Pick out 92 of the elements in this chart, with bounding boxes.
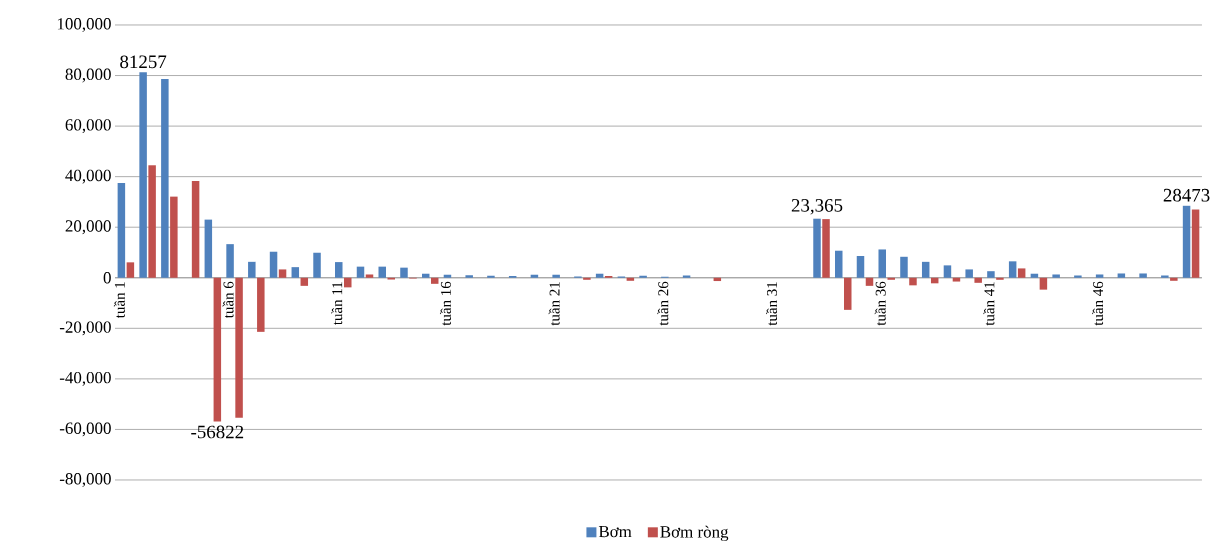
x-tick-label: tuần 36 <box>874 281 886 326</box>
x-tick-label: tuần 26 <box>657 281 669 326</box>
bar <box>900 256 908 278</box>
bar <box>465 275 473 278</box>
bar <box>378 266 386 278</box>
bar <box>583 277 591 280</box>
x-tick-label: tuần 6 <box>222 281 234 319</box>
data-label: 81257 <box>120 55 167 69</box>
bar <box>213 277 222 422</box>
data-label: 28473 <box>1163 188 1210 202</box>
bar <box>595 273 604 278</box>
bar <box>844 277 852 310</box>
bar <box>356 266 365 278</box>
bar <box>1052 274 1060 278</box>
bar <box>865 277 874 286</box>
bar <box>269 251 278 278</box>
y-tick-label: 40,000 <box>65 169 111 184</box>
bar <box>335 262 343 278</box>
bar <box>1117 273 1126 278</box>
bar <box>257 277 265 332</box>
bar <box>965 269 973 278</box>
y-tick-label: 100,000 <box>57 18 111 32</box>
x-tick-label: tuần 1 <box>113 282 125 319</box>
bar <box>226 244 234 278</box>
bar <box>835 250 843 278</box>
bar <box>148 165 156 278</box>
bar <box>1074 275 1082 278</box>
bar <box>639 275 647 278</box>
y-tick-label: 20,000 <box>65 220 111 235</box>
bar <box>921 261 930 278</box>
bar <box>291 267 300 278</box>
bar <box>235 277 243 418</box>
bar <box>170 196 178 278</box>
bar <box>421 273 430 278</box>
bar <box>300 277 309 286</box>
bar <box>530 274 539 278</box>
x-tick-label: tuần 41 <box>983 282 995 326</box>
bar <box>943 265 952 278</box>
bar <box>952 277 961 282</box>
bar <box>856 256 865 278</box>
bar <box>278 269 287 278</box>
y-tick-label: -20,000 <box>59 321 111 336</box>
bar <box>822 219 830 278</box>
bar <box>813 218 821 278</box>
bar <box>1182 205 1191 278</box>
bar <box>400 267 408 278</box>
bar <box>552 274 560 278</box>
bar <box>248 261 256 278</box>
bar <box>487 275 495 278</box>
bar <box>161 79 169 278</box>
y-tick-label: -60,000 <box>59 422 111 437</box>
bar <box>1017 268 1026 278</box>
bar <box>1191 209 1200 278</box>
bar <box>430 277 439 284</box>
bar <box>887 277 895 280</box>
bar <box>909 277 917 286</box>
bar <box>1030 273 1039 278</box>
x-tick-label: tuần 11 <box>331 282 343 325</box>
bar <box>313 252 321 278</box>
y-tick-label: 0 <box>103 272 111 284</box>
bar <box>987 271 995 278</box>
bar <box>1095 274 1104 278</box>
y-tick-label: 80,000 <box>65 68 111 83</box>
legend-label: Bơm <box>598 526 632 538</box>
bar <box>996 277 1004 280</box>
bar <box>1170 277 1178 281</box>
bar <box>365 274 374 278</box>
data-label: -56822 <box>191 425 244 439</box>
bar <box>878 249 886 278</box>
bar <box>1161 275 1169 278</box>
bar <box>1139 273 1147 278</box>
legend-label: Bơm ròng <box>660 525 729 542</box>
x-tick-label: tuần 31 <box>766 282 778 326</box>
bar <box>1039 277 1048 290</box>
y-tick-label: 60,000 <box>65 119 111 134</box>
bar <box>126 262 135 278</box>
bar <box>682 275 691 278</box>
data-label: 23,365 <box>791 199 843 215</box>
bar <box>1008 261 1017 278</box>
bar <box>626 277 635 281</box>
x-tick-label: tuần 46 <box>1092 281 1104 326</box>
bar <box>139 72 147 278</box>
bar <box>443 274 452 278</box>
bar <box>191 180 200 278</box>
y-tick-label: -40,000 <box>59 371 111 386</box>
bar <box>117 182 126 278</box>
y-tick-label: -80,000 <box>59 473 111 487</box>
x-tick-label: tuần 21 <box>548 282 560 326</box>
bar <box>344 277 352 288</box>
x-tick-label: tuần 16 <box>439 281 451 326</box>
bar <box>204 219 213 278</box>
bar <box>974 277 982 283</box>
